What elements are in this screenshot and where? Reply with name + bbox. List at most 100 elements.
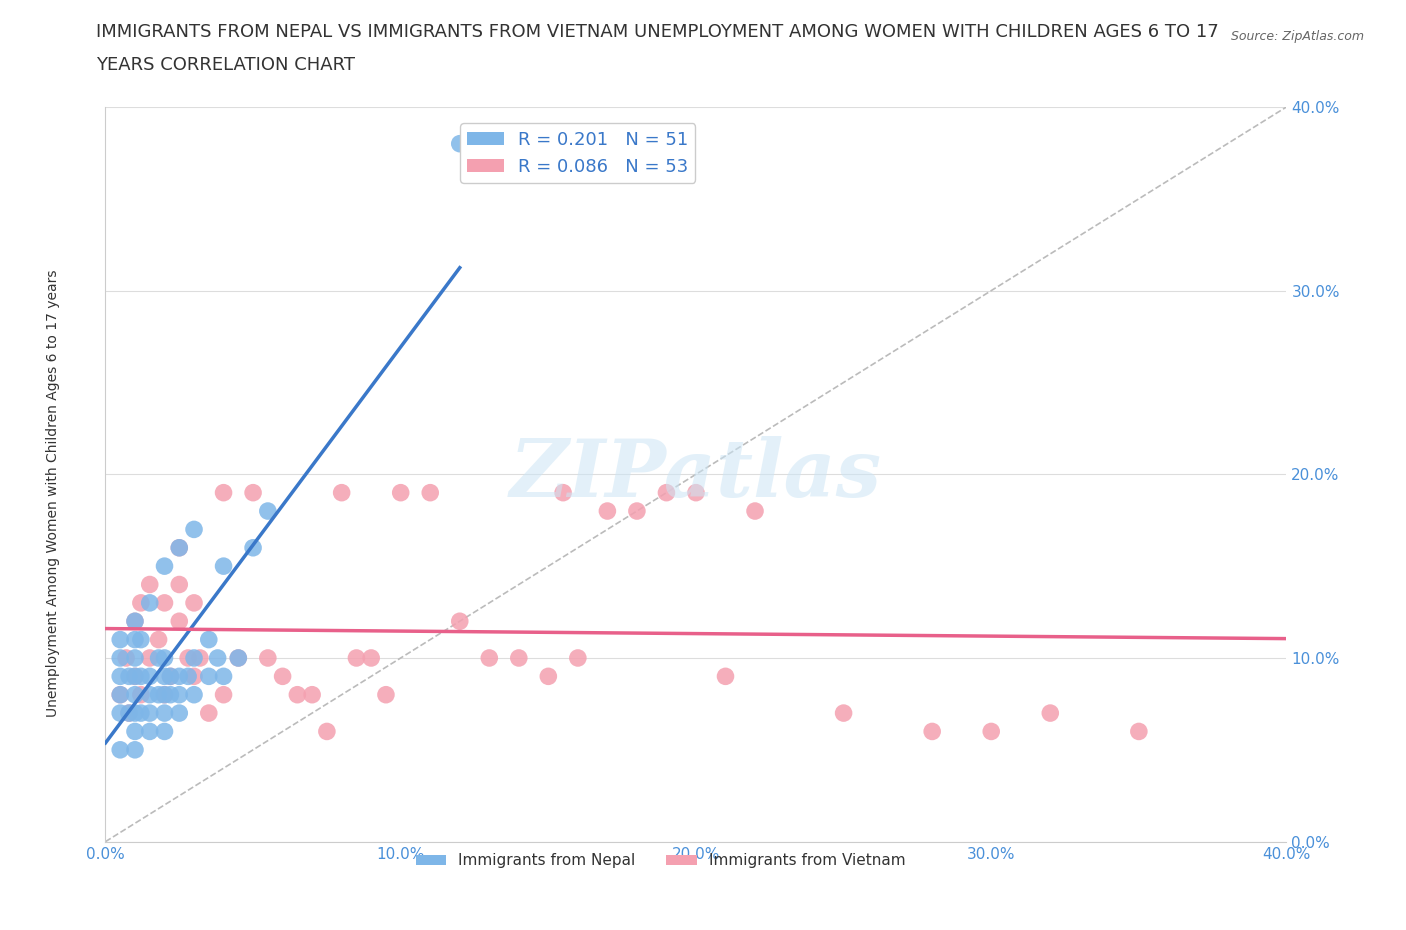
Point bbox=[138, 687, 162, 702]
Point bbox=[129, 632, 152, 647]
Point bbox=[177, 651, 200, 666]
Point bbox=[207, 651, 229, 666]
Point bbox=[129, 706, 152, 721]
Point bbox=[110, 687, 132, 702]
Point bbox=[124, 742, 146, 757]
Point bbox=[419, 485, 441, 500]
Point bbox=[148, 632, 170, 647]
Point bbox=[1039, 706, 1062, 721]
Point bbox=[212, 559, 235, 574]
Point bbox=[138, 669, 162, 684]
Point bbox=[744, 504, 766, 519]
Point bbox=[980, 724, 1002, 739]
Point bbox=[228, 651, 250, 666]
Point bbox=[118, 706, 141, 721]
Point bbox=[129, 669, 152, 684]
Point bbox=[714, 669, 737, 684]
Point bbox=[153, 669, 176, 684]
Point bbox=[212, 485, 235, 500]
Point bbox=[124, 614, 146, 629]
Point bbox=[110, 706, 132, 721]
Text: IMMIGRANTS FROM NEPAL VS IMMIGRANTS FROM VIETNAM UNEMPLOYMENT AMONG WOMEN WITH C: IMMIGRANTS FROM NEPAL VS IMMIGRANTS FROM… bbox=[96, 23, 1219, 41]
Point bbox=[360, 651, 382, 666]
Point bbox=[148, 651, 170, 666]
Point bbox=[159, 687, 181, 702]
Point bbox=[159, 669, 181, 684]
Point bbox=[685, 485, 707, 500]
Point bbox=[159, 669, 181, 684]
Point bbox=[138, 577, 162, 592]
Point bbox=[346, 651, 368, 666]
Point bbox=[129, 595, 152, 610]
Point bbox=[626, 504, 648, 519]
Point bbox=[449, 614, 471, 629]
Text: Unemployment Among Women with Children Ages 6 to 17 years: Unemployment Among Women with Children A… bbox=[46, 269, 60, 717]
Point bbox=[287, 687, 309, 702]
Point bbox=[508, 651, 530, 666]
Point bbox=[124, 706, 146, 721]
Point bbox=[115, 651, 138, 666]
Point bbox=[153, 687, 176, 702]
Point bbox=[138, 706, 162, 721]
Point bbox=[148, 687, 170, 702]
Point bbox=[110, 687, 132, 702]
Point bbox=[478, 651, 501, 666]
Point bbox=[169, 614, 191, 629]
Point bbox=[138, 724, 162, 739]
Point bbox=[197, 669, 219, 684]
Point bbox=[212, 687, 235, 702]
Point bbox=[169, 577, 191, 592]
Point bbox=[183, 669, 205, 684]
Point bbox=[832, 706, 855, 721]
Point bbox=[110, 651, 132, 666]
Point bbox=[242, 485, 264, 500]
Point bbox=[301, 687, 323, 702]
Point bbox=[921, 724, 943, 739]
Point bbox=[138, 595, 162, 610]
Text: YEARS CORRELATION CHART: YEARS CORRELATION CHART bbox=[96, 56, 354, 73]
Point bbox=[110, 632, 132, 647]
Point bbox=[183, 687, 205, 702]
Point bbox=[655, 485, 678, 500]
Point bbox=[177, 669, 200, 684]
Point bbox=[315, 724, 337, 739]
Point bbox=[242, 540, 264, 555]
Point bbox=[118, 669, 141, 684]
Point bbox=[596, 504, 619, 519]
Point bbox=[153, 687, 176, 702]
Point bbox=[124, 614, 146, 629]
Point bbox=[124, 651, 146, 666]
Point bbox=[169, 540, 191, 555]
Point bbox=[183, 651, 205, 666]
Text: Source: ZipAtlas.com: Source: ZipAtlas.com bbox=[1230, 30, 1364, 43]
Point bbox=[197, 632, 219, 647]
Point bbox=[449, 137, 471, 152]
Point bbox=[124, 687, 146, 702]
Point bbox=[153, 651, 176, 666]
Point bbox=[197, 706, 219, 721]
Point bbox=[124, 669, 146, 684]
Point bbox=[118, 706, 141, 721]
Point bbox=[330, 485, 353, 500]
Point bbox=[374, 687, 398, 702]
Text: ZIPatlas: ZIPatlas bbox=[510, 435, 882, 513]
Point bbox=[169, 706, 191, 721]
Point bbox=[124, 669, 146, 684]
Point bbox=[183, 522, 205, 537]
Point bbox=[110, 669, 132, 684]
Point bbox=[1128, 724, 1150, 739]
Point bbox=[129, 687, 152, 702]
Point bbox=[169, 540, 191, 555]
Point bbox=[551, 485, 574, 500]
Point bbox=[228, 651, 250, 666]
Point bbox=[138, 651, 162, 666]
Legend: Immigrants from Nepal, Immigrants from Vietnam: Immigrants from Nepal, Immigrants from V… bbox=[409, 847, 911, 874]
Point bbox=[110, 742, 132, 757]
Point bbox=[212, 669, 235, 684]
Point bbox=[153, 724, 176, 739]
Point bbox=[257, 504, 280, 519]
Point bbox=[183, 595, 205, 610]
Point bbox=[188, 651, 211, 666]
Point bbox=[153, 559, 176, 574]
Point bbox=[271, 669, 294, 684]
